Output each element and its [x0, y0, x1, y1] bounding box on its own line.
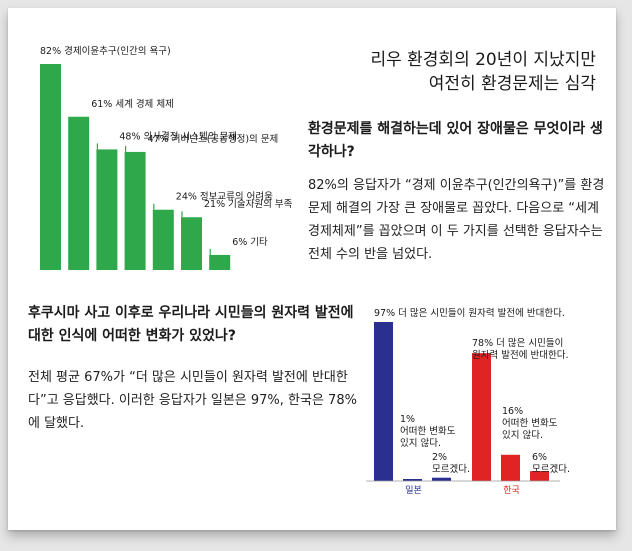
obstacle-bar [40, 64, 61, 270]
answer-2-paragraph: 전체 평균 67%가 “더 많은 시민들이 원자력 발전에 반대한다”고 응답했… [28, 370, 357, 431]
obstacle-bar [68, 116, 90, 270]
nuclear-label-japan-nochange: 1% 어떠한 변화도 있지 않다. [400, 414, 456, 449]
nuclear-label-korea-oppose: 78% 더 많은 시민들이 원자력 발전에 반대한다. [472, 338, 568, 361]
answer-1-paragraph: 82%의 응답자가 “경제 이윤추구(인간의욕구)”를 환경문제 해결의 가장 … [308, 178, 605, 262]
obstacle-label: 6% 기타 [232, 237, 268, 248]
obstacle-label: 48% 의사결정 시스템의 문제 [119, 130, 237, 142]
obstacle-bar [96, 149, 118, 270]
obstacle-label: 82% 경제이윤추구(인간의 욕구) [40, 45, 171, 57]
nuclear-bar [530, 471, 549, 481]
obstacle-bar [124, 151, 146, 270]
obstacle-bar [181, 217, 202, 270]
obstacle-bar [209, 254, 231, 270]
title-line-2: 여전히 환경문제는 심각 [428, 74, 596, 94]
obstacle-label: 47% 거버넌스(공공행정)의 문제 [148, 133, 279, 145]
nuclear-label-korea-unknown: 6% 모르겠다. [532, 452, 570, 475]
obstacle-label: 21% 기술자원의 부족 [204, 199, 293, 210]
obstacle-label: 61% 세계 경제 체제 [91, 98, 174, 110]
nuclear-bar [432, 477, 451, 481]
nuclear-bar [374, 322, 393, 481]
nuclear-category-label: 한국 [503, 485, 520, 496]
obstacle-label: 24% 정보교류의 어려움 [176, 191, 273, 203]
page-title: 리우 환경회의 20년이 지났지만 여전히 환경문제는 심각 [296, 48, 596, 96]
question-2-heading: 후쿠시마 사고 이후로 우리나라 시민들의 원자력 발전에 대한 인식에 어떠한… [28, 305, 354, 344]
nuclear-bar [501, 454, 520, 481]
obstacle-bar [152, 209, 174, 270]
title-line-1: 리우 환경회의 20년이 지났지만 [370, 50, 596, 70]
nuclear-bar [472, 353, 491, 481]
nuclear-label-japan-unknown: 2% 모르겠다. [432, 452, 470, 475]
nuclear-bar [403, 479, 422, 481]
nuclear-label-japan-oppose: 97% 더 많은 시민들이 원자력 발전에 반대한다. [374, 307, 565, 319]
question-1-heading: 환경문제를 해결하는데 있어 장애물은 무엇이라 생각하나? [308, 121, 603, 160]
nuclear-category-label: 일본 [405, 485, 422, 496]
nuclear-label-korea-nochange: 16% 어떠한 변화도 있지 않다. [502, 406, 558, 441]
